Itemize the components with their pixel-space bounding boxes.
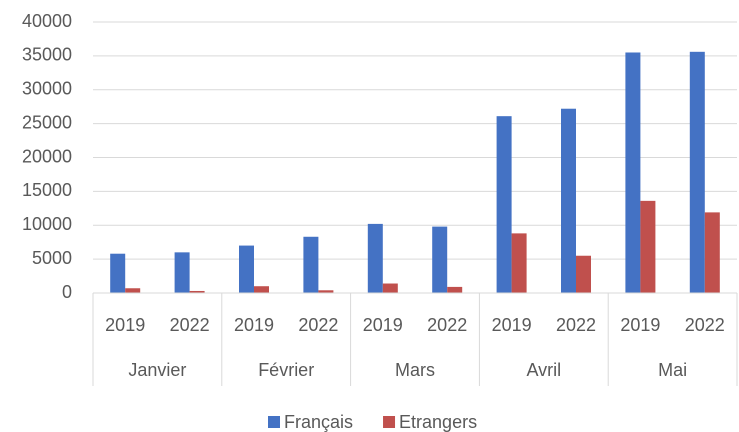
legend-label: Français [284,412,353,432]
legend-swatch [268,416,280,428]
bar [625,52,641,293]
group-label: Février [258,360,314,380]
legend-label: Etrangers [399,412,477,432]
group-label: Mai [658,360,687,380]
y-tick-label: 0 [62,282,72,302]
x-tick-label: 2019 [234,315,274,335]
y-tick-label: 25000 [22,112,72,132]
bar [561,108,576,293]
bar [432,226,448,293]
bar [125,288,141,293]
bar [704,212,720,293]
group-label: Mars [395,360,435,380]
x-tick-label: 2022 [556,315,596,335]
bar [367,223,383,293]
bar [189,290,205,293]
bar [254,286,269,293]
y-tick-label: 5000 [32,248,72,268]
x-tick-label: 2022 [170,315,210,335]
bar [110,253,126,293]
bar [447,286,463,293]
bar [239,245,254,293]
bar [303,236,319,293]
x-tick-label: 2022 [685,315,725,335]
x-tick-label: 2019 [620,315,660,335]
group-label: Avril [526,360,561,380]
y-tick-label: 10000 [22,214,72,234]
x-tick-label: 2019 [105,315,145,335]
y-tick-label: 15000 [22,180,72,200]
bar [511,233,527,293]
x-tick-label: 2022 [298,315,338,335]
bar [382,283,398,293]
x-tick-label: 2019 [492,315,532,335]
y-tick-label: 30000 [22,79,72,99]
y-tick-label: 40000 [22,11,72,31]
bar [689,51,705,294]
bar [640,200,656,293]
x-tick-label: 2022 [427,315,467,335]
legend-swatch [383,416,396,428]
group-label: Janvier [128,360,186,380]
bar [576,255,591,293]
bar [318,290,334,293]
y-tick-label: 35000 [22,45,72,65]
bar [174,252,190,293]
y-tick-label: 20000 [22,146,72,166]
bar [496,116,512,293]
x-tick-label: 2019 [363,315,403,335]
